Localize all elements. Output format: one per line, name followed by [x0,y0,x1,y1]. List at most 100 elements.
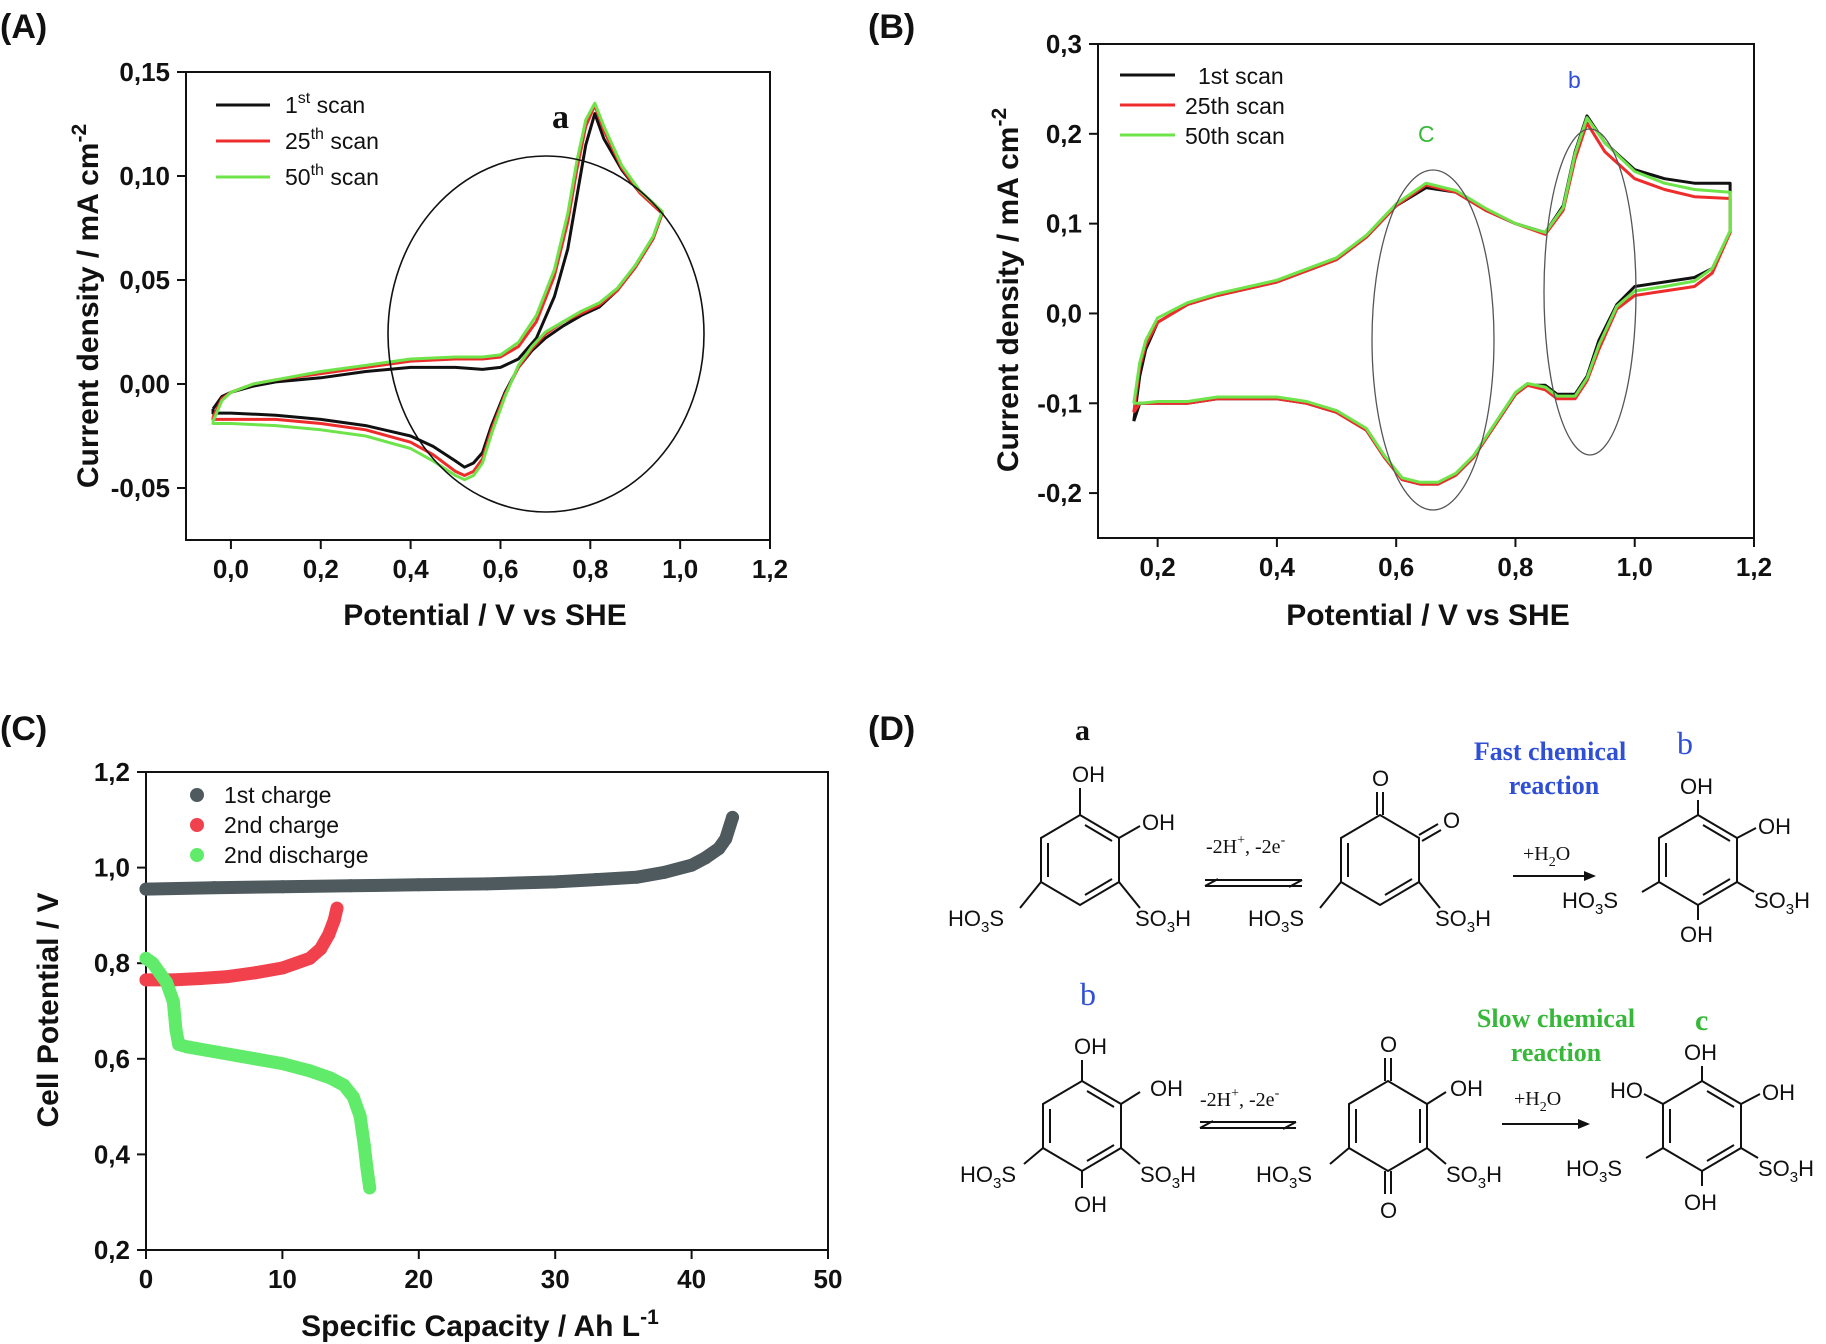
row2-reaction-title-2: reaction [1511,1038,1602,1067]
x-tick-label: 40 [677,1264,706,1294]
panel-b-series [1132,114,1732,486]
series-2nd-charge [139,901,344,987]
data-point [207,1045,221,1059]
o-top: O [1380,1032,1397,1057]
y-tick-label: 0,3 [1046,29,1082,59]
row2-label-c: c [1695,1004,1708,1037]
data-point [412,878,426,892]
panel-b-frame [1097,43,1755,539]
oh-bottom: OH [1680,922,1713,947]
panel-b-annotation-c: C [1418,121,1435,147]
panel-a-y-axis-title: Current density / mA cm-2 [68,124,105,488]
y-tick-label: 0,2 [1046,119,1082,149]
y-tick-label: 0,2 [94,1235,130,1265]
o-right: O [1443,808,1460,833]
data-point [330,901,344,915]
row2-step1-reagent: -2H+, -2e- [1200,1086,1280,1111]
panel-a-x-ticks: 0,0 0,2 0,4 0,6 0,8 1,0 1,2 [213,540,788,584]
oh-bottom: OH [1074,1192,1107,1217]
panel-b-legend: 1st scan 25th scan 50th scan [1120,63,1285,149]
data-point [346,1090,360,1104]
y-tick-label: 0,8 [94,948,130,978]
panel-c-x-axis-title: Specific Capacity / Ah L-1 [301,1306,659,1343]
oh-right: OH [1142,810,1175,835]
data-point [323,1071,337,1085]
data-point [337,1078,351,1092]
left-sulfonate: HO3S [960,1162,1016,1192]
data-point [207,881,221,895]
panel-b: (B) 0,2 0,4 0,6 0,8 1,0 1,2 -0,2 -0,1 0,0 0,1 0,2… [868,8,1772,632]
oh-right: OH [1762,1080,1795,1105]
x-tick-label: 50 [814,1264,843,1294]
panel-b-y-ticks: -0,2 -0,1 0,0 0,1 0,2 0,3 [1037,29,1098,508]
bond [1736,827,1757,839]
x-tick-label: 0,2 [1140,552,1176,582]
data-point [169,1023,183,1037]
bond [1426,1091,1447,1105]
data-point [327,913,341,927]
bond [1641,881,1660,893]
legend-entry-25th: 25th scan [1185,93,1285,119]
left-sulfonate: HO3S [1248,906,1304,936]
x-tick-label: 0,4 [1259,552,1296,582]
data-point [322,928,336,942]
panel-c-label: (C) [0,710,47,748]
panel-a-highlight-ellipse [387,155,705,513]
x-tick-label: 0,6 [482,554,518,584]
y-tick-label: -0,1 [1037,388,1082,418]
double-bond [1084,878,1113,896]
bond [1418,881,1441,909]
oh-top: OH [1684,1040,1717,1065]
data-point [712,841,726,855]
x-tick-label: 0,8 [572,554,608,584]
right-sulfonate: SO3H [1446,1162,1502,1192]
row1-molecule-2: O O HO3S SO3H [1248,766,1491,936]
data-point [363,1181,377,1195]
data-point [657,865,671,879]
data-point [698,851,712,865]
panel-c: (C) 0 10 20 30 40 50 0,2 0,4 0,6 0,8 1,0 1,2 1st c… [0,710,842,1343]
y-tick-label: 0,05 [119,265,170,295]
panel-c-y-axis-title: Cell Potential / V [32,892,65,1127]
x-tick-label: 1,2 [1736,552,1772,582]
legend-entry-50th: 50th scan [1185,123,1285,149]
bond [1319,881,1342,909]
data-point [275,880,289,894]
panel-a: (A) 0,0 0,2 0,4 0,6 0,8 1,0 1,2 -0,05 0,00 0,05 0… [0,8,788,632]
panel-b-y-axis-title: Current density / mA cm-2 [988,108,1025,472]
row2-label-b: b [1080,976,1096,1012]
panel-c-series [139,810,740,1195]
panel-a-series [211,101,664,482]
bond [1643,1093,1664,1105]
x-tick-label: 0,8 [1497,552,1533,582]
bond [1118,881,1141,909]
left-sulfonate: HO3S [1566,1156,1622,1186]
oh-bottom: OH [1684,1190,1717,1215]
right-sulfonate: SO3H [1435,906,1491,936]
panel-a-label: (A) [0,8,47,46]
row2-molecule-3: OH HO OH OH HO3S SO3H [1566,1040,1814,1215]
bond [1736,881,1755,893]
ho-left: HO [1610,1078,1643,1103]
arrowhead [1578,1119,1590,1129]
row2-equilibrium-arrow: -2H+, -2e- [1199,1086,1297,1130]
carbonyl [1421,829,1442,842]
y-tick-label: 1,2 [94,757,130,787]
carbonyl [1418,823,1439,836]
panel-a-y-ticks: -0,05 0,00 0,05 0,10 0,15 [111,57,186,503]
left-sulfonate: HO3S [948,906,1004,936]
data-point [248,966,262,980]
oh-right: OH [1150,1076,1183,1101]
y-tick-label: 0,4 [94,1139,131,1169]
data-point [719,832,733,846]
oh-top: OH [1680,774,1713,799]
panel-a-x-axis-title: Potential / V vs SHE [343,599,626,632]
oh-top: OH [1074,1034,1107,1059]
y-tick-label: 0,1 [1046,209,1082,239]
x-tick-label: 0 [139,1264,153,1294]
panel-c-legend: 1st charge 2nd charge 2nd discharge [190,782,369,868]
double-bond [1084,824,1113,842]
panel-b-x-ticks: 0,2 0,4 0,6 0,8 1,0 1,2 [1140,538,1772,582]
data-point [194,971,208,985]
data-point [353,1109,367,1123]
